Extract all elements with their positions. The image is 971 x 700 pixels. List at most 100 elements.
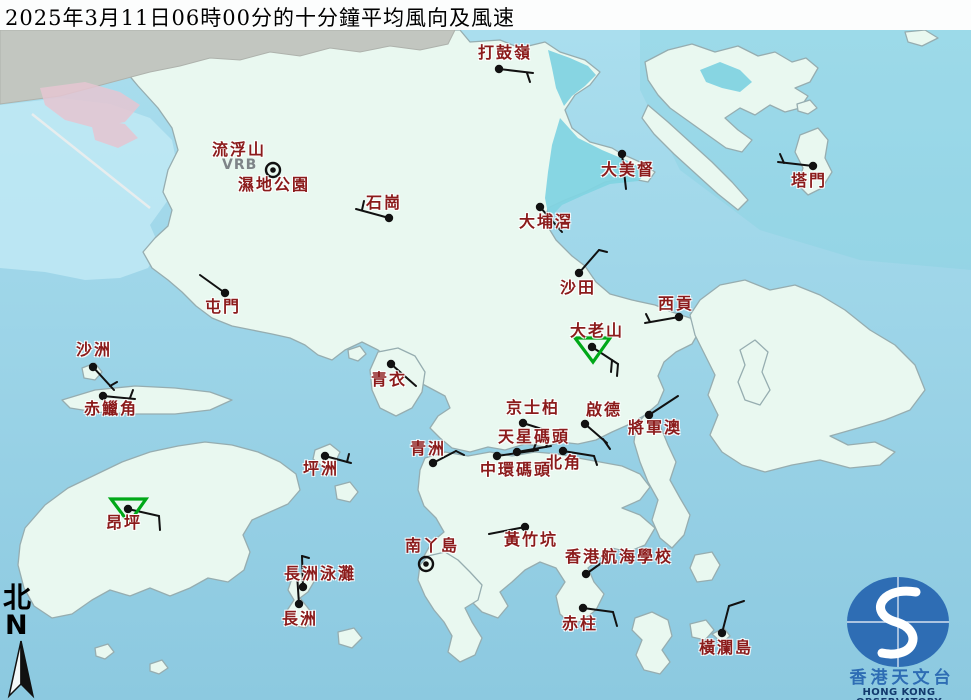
label-cheung-chau: 長洲	[282, 609, 319, 628]
barb-kings-park	[518, 418, 546, 431]
barb-sha-chau	[88, 362, 118, 391]
hei-ling-chau	[334, 481, 359, 503]
soko-islet-1	[94, 643, 115, 660]
label-cheung-chau-beach: 長洲泳灘	[284, 564, 357, 583]
label-central-pier: 中環碼頭	[480, 460, 553, 479]
tolo-ridge	[641, 104, 749, 211]
cheung-chau-island	[285, 571, 316, 629]
sai-kung-east	[689, 279, 926, 473]
marker-lau-fau-shan	[264, 161, 282, 179]
label-wong-chuk-hang: 黃竹坑	[504, 530, 559, 549]
label-shek-kong: 石崗	[366, 193, 403, 212]
barb-shek-kong	[355, 200, 394, 223]
label-chek-lap-kok: 赤鱲角	[84, 399, 139, 418]
label-tsing-yi: 青衣	[371, 370, 408, 389]
starling-inlet-water	[548, 50, 596, 106]
barb-north-point	[558, 446, 598, 466]
barb-cheung-chau-beach	[298, 555, 310, 592]
wind-barbs	[88, 64, 818, 638]
barb-tsing-yi	[386, 359, 417, 387]
double-haven-water	[700, 62, 752, 92]
title-bar: 2025年3月11日06時00分的十分鐘平均風向及風速	[0, 0, 971, 30]
tap-mun-island	[794, 127, 833, 196]
barb-tseung-kwan-o	[644, 395, 679, 420]
ma-wan-islet	[347, 345, 367, 362]
barb-ta-kwu-ling	[494, 64, 534, 83]
po-toi-group	[631, 611, 673, 675]
inner-waters	[545, 50, 752, 219]
grass-islet	[796, 99, 818, 115]
tsing-yi-island	[369, 347, 426, 417]
hko-logo-english: HONG KONG OBSERVATORY	[856, 687, 942, 700]
barb-sai-kung	[644, 312, 684, 324]
label-sha-chau: 沙洲	[76, 340, 113, 359]
barb-sha-tin	[574, 249, 608, 278]
label-lamma-island: 南丫島	[405, 536, 460, 555]
tung-lung-chau	[689, 551, 721, 583]
label-tseung-kwan-o: 將軍澳	[628, 418, 683, 437]
hko-logo-mark	[847, 577, 949, 667]
highlight-triangles	[107, 336, 614, 526]
label-stanley: 赤柱	[562, 614, 599, 633]
north-arrow	[7, 640, 35, 699]
barb-cheung-chau	[294, 573, 304, 609]
shek-kwu-chau	[337, 627, 363, 649]
barb-tai-mei-tuk	[617, 149, 627, 190]
barb-tap-mun	[777, 153, 818, 171]
northeast-peninsulas	[644, 43, 819, 153]
barb-tuen-mun	[199, 274, 230, 298]
triangle-tates-cairn	[571, 336, 614, 365]
barb-waglan-island	[717, 600, 745, 638]
ne-corner-islet	[904, 29, 939, 47]
barb-chek-lap-kok	[98, 389, 136, 401]
barb-tai-po-kau	[535, 202, 563, 233]
tolo-harbour-water	[545, 118, 648, 219]
label-star-ferry: 天星碼頭	[498, 427, 571, 446]
compass-north-letter: N	[5, 610, 28, 641]
label-tates-cairn: 大老山	[570, 321, 625, 340]
barb-green-island	[428, 450, 465, 468]
mudflat-patches	[40, 82, 140, 148]
label-green-island: 青洲	[410, 439, 447, 458]
label-waglan-island: 橫瀾島	[699, 638, 754, 657]
label-vrb: VRB	[222, 157, 258, 173]
compass-north-hanzi: 北	[3, 581, 32, 614]
barb-stanley	[578, 603, 618, 627]
beaufort-islet	[689, 619, 715, 641]
logo-s-swirl	[876, 586, 921, 659]
label-tai-po-kau: 大埔滘	[519, 212, 574, 231]
bay-bridge	[31, 113, 151, 209]
label-wetland-park: 濕地公園	[238, 175, 311, 194]
deep-bay-water	[0, 98, 178, 280]
landmasses	[17, 29, 939, 675]
kau-sai-chau	[737, 339, 771, 406]
barb-kai-tak	[580, 419, 611, 450]
label-kai-tak: 啟德	[586, 400, 623, 419]
label-sha-tin: 沙田	[560, 278, 597, 297]
hko-logo-chinese: 香港天文台	[849, 668, 955, 688]
north-arrow-right	[20, 640, 35, 699]
label-lau-fau-shan: 流浮山	[212, 140, 267, 159]
label-tai-mei-tuk: 大美督	[601, 160, 656, 179]
label-hk-sea-school: 香港航海學校	[565, 547, 674, 566]
barb-ngong-ping	[123, 504, 161, 531]
label-ngong-ping: 昂坪	[106, 513, 143, 532]
label-tap-mun: 塔門	[791, 171, 828, 190]
barb-peng-chau	[320, 451, 352, 464]
label-north-point: 北角	[546, 453, 583, 472]
label-kings-park: 京士柏	[506, 398, 561, 417]
barb-tates-cairn	[587, 342, 619, 377]
triangle-ngong-ping	[107, 497, 150, 526]
label-peng-chau: 坪洲	[303, 459, 340, 478]
barb-wong-chuk-hang	[488, 522, 530, 535]
marker-lamma-island	[417, 555, 435, 573]
soko-islet-2	[149, 659, 169, 675]
label-sai-kung: 西貢	[658, 294, 695, 313]
map-title: 2025年3月11日06時00分的十分鐘平均風向及風速	[5, 6, 515, 30]
lamma-island-shape	[417, 551, 483, 663]
barb-hk-sea-school	[581, 553, 615, 579]
label-ta-kwu-ling: 打鼓嶺	[478, 43, 533, 62]
barb-central-pier	[492, 442, 539, 461]
